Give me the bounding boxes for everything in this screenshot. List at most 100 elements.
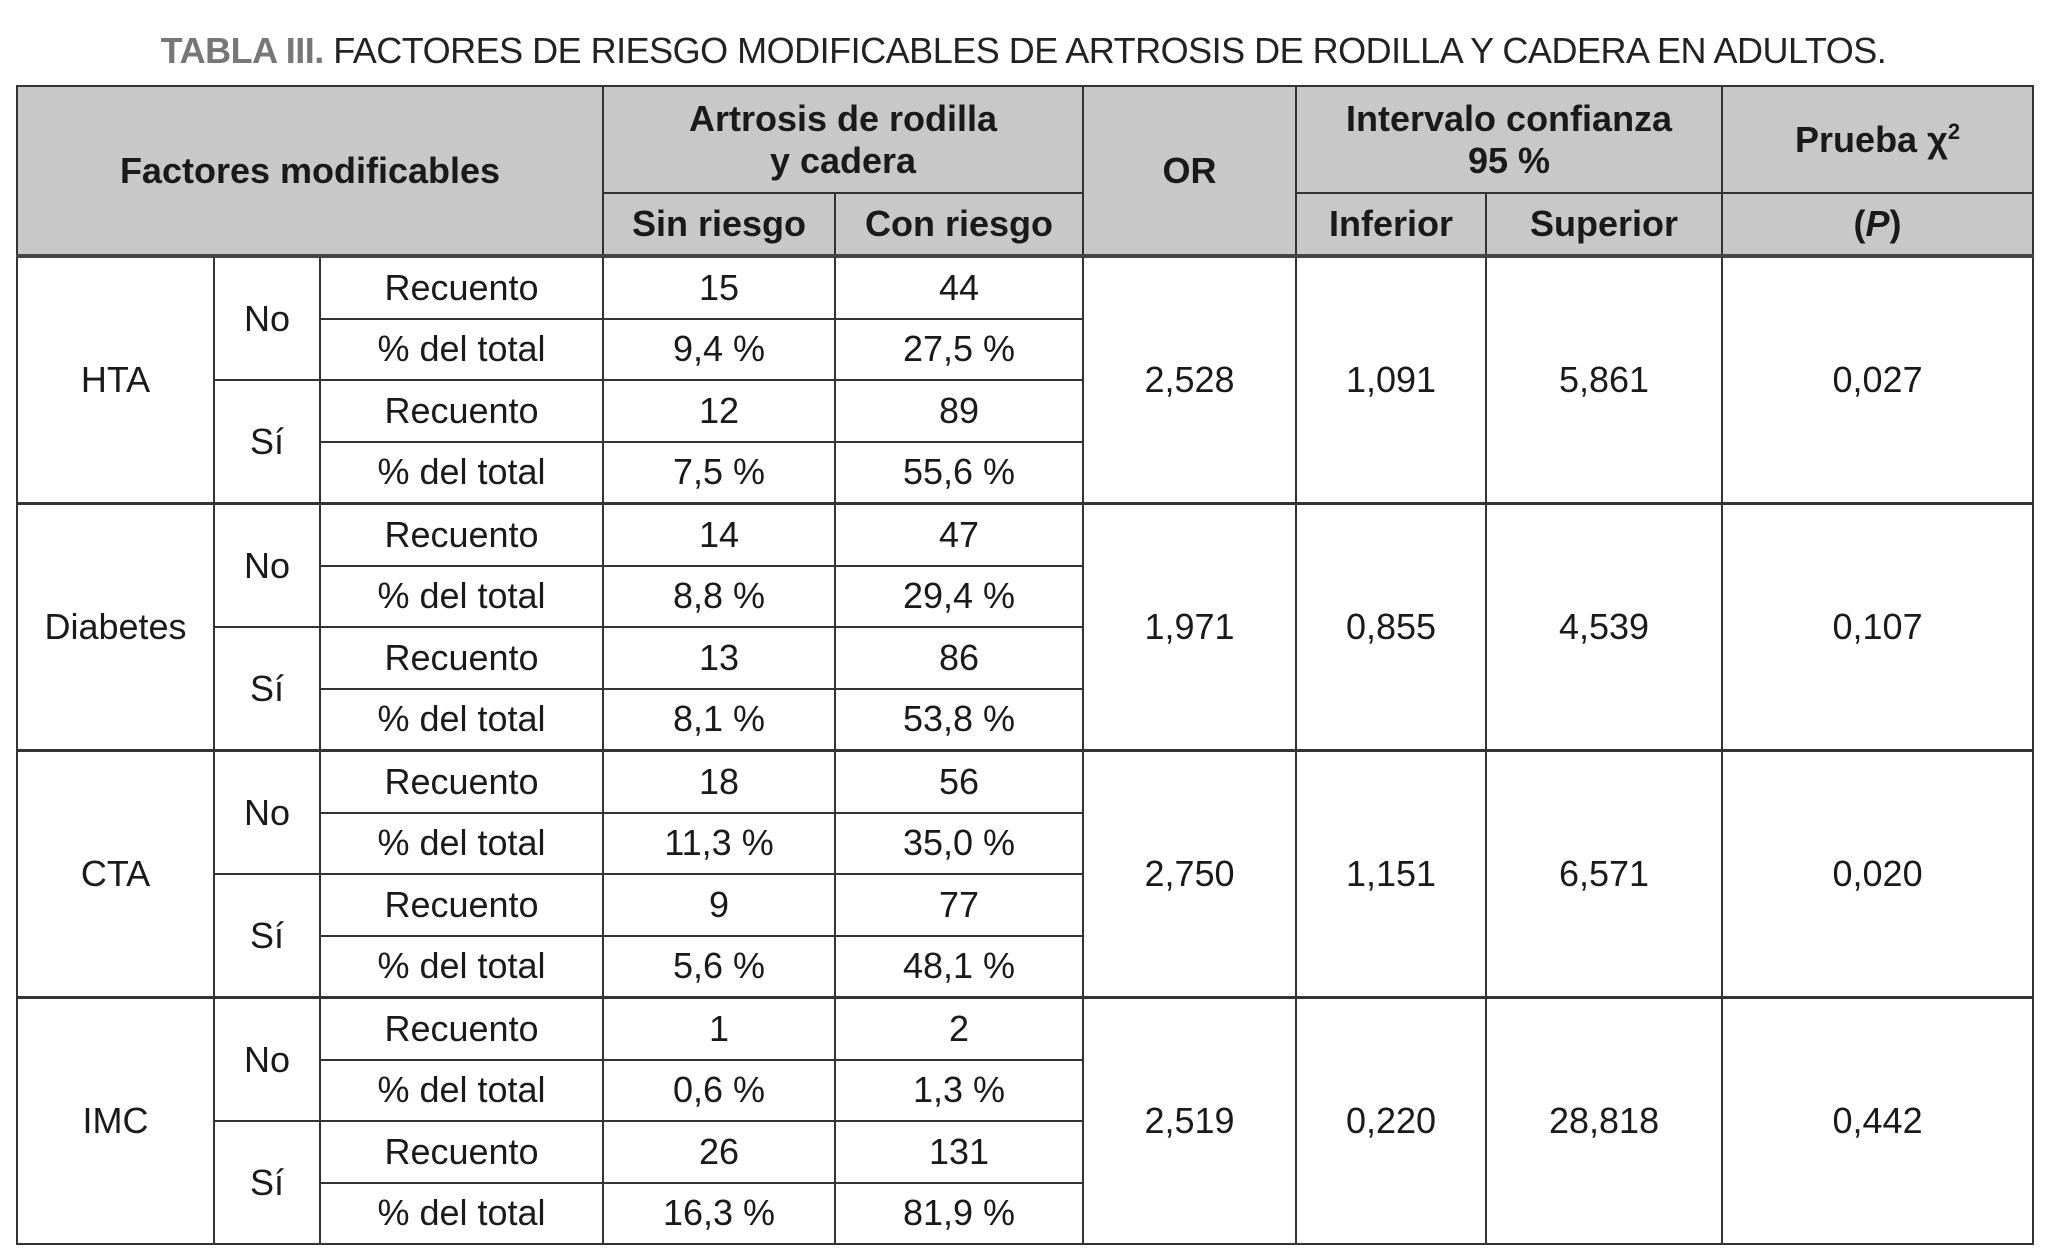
header-prueba: Prueba χ2 bbox=[1721, 85, 2035, 194]
con-riesgo-value: 89 bbox=[834, 379, 1085, 443]
recuento-label: Recuento bbox=[318, 379, 605, 443]
table-row: Sí Recuento 9 77 bbox=[17, 873, 2033, 999]
recuento-label: Recuento bbox=[318, 502, 605, 567]
sin-riesgo-value: 15 bbox=[602, 255, 837, 320]
con-riesgo-value: 48,1 % bbox=[834, 934, 1085, 999]
header-artrosis: Artrosis de rodilla y cadera bbox=[602, 85, 1085, 194]
pct-label: % del total bbox=[318, 1058, 605, 1122]
factor-level: No bbox=[213, 996, 321, 1122]
table-row: % del total 9,4 % 27,5 % bbox=[17, 317, 2033, 381]
recuento-label: Recuento bbox=[318, 749, 605, 814]
header-artrosis-line2: y cadera bbox=[769, 139, 917, 181]
table-row: HTA No Recuento 15 44 2,528 1,091 5,861 0,027 bbox=[16, 255, 2035, 505]
table-row: % del total 16,3 % 81,9 % bbox=[17, 1181, 2033, 1245]
factor-level: No bbox=[213, 749, 321, 875]
factor-level: Sí bbox=[213, 1120, 321, 1245]
con-riesgo-value: 2 bbox=[834, 996, 1085, 1061]
table-row: % del total 5,6 % 48,1 % bbox=[17, 934, 2033, 999]
p-value: 0,442 bbox=[1721, 996, 2035, 1245]
ci-inferior-value: 1,091 bbox=[1295, 255, 1488, 505]
table-row: Sí Recuento 12 89 bbox=[17, 379, 2033, 505]
factor-level: No bbox=[213, 255, 321, 381]
factor-name: HTA bbox=[16, 255, 215, 505]
header-p-open: ( bbox=[1853, 203, 1866, 244]
con-riesgo-value: 1,3 % bbox=[834, 1058, 1085, 1122]
pct-label: % del total bbox=[318, 317, 605, 381]
con-riesgo-value: 77 bbox=[834, 873, 1085, 937]
sin-riesgo-value: 12 bbox=[602, 379, 837, 443]
factor-name: CTA bbox=[16, 749, 215, 999]
header-con-riesgo: Con riesgo bbox=[834, 192, 1085, 257]
ci-superior-value: 28,818 bbox=[1485, 996, 1724, 1245]
ci-inferior-value: 1,151 bbox=[1295, 749, 1488, 999]
con-riesgo-value: 81,9 % bbox=[834, 1181, 1085, 1245]
table-row: % del total 7,5 % 55,6 % bbox=[17, 440, 2033, 505]
header-superior: Superior bbox=[1485, 192, 1724, 257]
factor-level: Sí bbox=[213, 626, 321, 752]
sin-riesgo-value: 9 bbox=[602, 873, 837, 937]
sin-riesgo-value: 8,1 % bbox=[602, 687, 837, 752]
or-value: 2,528 bbox=[1082, 255, 1298, 505]
con-riesgo-value: 29,4 % bbox=[834, 564, 1085, 628]
sin-riesgo-value: 13 bbox=[602, 626, 837, 690]
header-intervalo-line2: 95 % bbox=[1468, 139, 1551, 181]
ci-superior-value: 5,861 bbox=[1485, 255, 1724, 505]
pct-label: % del total bbox=[318, 934, 605, 999]
factor-level: No bbox=[213, 502, 321, 628]
or-value: 2,750 bbox=[1082, 749, 1298, 999]
con-riesgo-value: 44 bbox=[834, 255, 1085, 320]
sin-riesgo-value: 14 bbox=[602, 502, 837, 567]
sin-riesgo-value: 1 bbox=[602, 996, 837, 1061]
factor-group: Diabetes No Recuento 14 47 1,971 0,855 4,539 0,1… bbox=[16, 502, 2035, 752]
header-p: (P) bbox=[1721, 192, 2035, 257]
header-or: OR bbox=[1082, 85, 1298, 257]
recuento-label: Recuento bbox=[318, 255, 605, 320]
p-value: 0,107 bbox=[1721, 502, 2035, 752]
sin-riesgo-value: 18 bbox=[602, 749, 837, 814]
con-riesgo-value: 86 bbox=[834, 626, 1085, 690]
header-sin-riesgo: Sin riesgo bbox=[602, 192, 837, 257]
table-row: % del total 8,8 % 29,4 % bbox=[17, 564, 2033, 628]
header-p-close: ) bbox=[1889, 203, 1902, 244]
header-artrosis-line1: Artrosis de rodilla bbox=[688, 97, 998, 139]
factor-group: IMC No Recuento 1 2 2,519 0,220 28,818 0,442% de… bbox=[16, 996, 2035, 1245]
recuento-label: Recuento bbox=[318, 996, 605, 1061]
ci-inferior-value: 0,855 bbox=[1295, 502, 1488, 752]
recuento-label: Recuento bbox=[318, 873, 605, 937]
sin-riesgo-value: 5,6 % bbox=[602, 934, 837, 999]
factor-group: HTA No Recuento 15 44 2,528 1,091 5,861 0,027% d… bbox=[16, 255, 2035, 505]
pct-label: % del total bbox=[318, 687, 605, 752]
table-row: % del total 8,1 % 53,8 % bbox=[17, 687, 2033, 752]
table-row: IMC No Recuento 1 2 2,519 0,220 28,818 0,442 bbox=[16, 996, 2035, 1245]
pct-label: % del total bbox=[318, 811, 605, 875]
factor-name: Diabetes bbox=[16, 502, 215, 752]
header-factores: Factores modificables bbox=[15, 85, 605, 257]
sin-riesgo-value: 7,5 % bbox=[602, 440, 837, 505]
header-intervalo-line1: Intervalo confianza bbox=[1346, 97, 1673, 139]
con-riesgo-value: 56 bbox=[834, 749, 1085, 814]
table-row: CTA No Recuento 18 56 2,750 1,151 6,571 0,020 bbox=[16, 749, 2035, 999]
header-inferior: Inferior bbox=[1295, 192, 1488, 257]
con-riesgo-value: 35,0 % bbox=[834, 811, 1085, 875]
table-title: TABLA III. FACTORES DE RIESGO MODIFICABL… bbox=[0, 30, 2047, 72]
table-row: Sí Recuento 13 86 bbox=[17, 626, 2033, 752]
con-riesgo-value: 27,5 % bbox=[834, 317, 1085, 381]
con-riesgo-value: 53,8 % bbox=[834, 687, 1085, 752]
table-row: % del total 11,3 % 35,0 % bbox=[17, 811, 2033, 875]
pct-label: % del total bbox=[318, 440, 605, 505]
ci-inferior-value: 0,220 bbox=[1295, 996, 1488, 1245]
header-intervalo: Intervalo confianza 95 % bbox=[1295, 85, 1724, 194]
risk-factors-table: Factores modificables Artrosis de rodill… bbox=[15, 85, 2035, 1245]
con-riesgo-value: 55,6 % bbox=[834, 440, 1085, 505]
con-riesgo-value: 131 bbox=[834, 1120, 1085, 1184]
table-caption: FACTORES DE RIESGO MODIFICABLES DE ARTRO… bbox=[333, 30, 1887, 71]
sin-riesgo-value: 9,4 % bbox=[602, 317, 837, 381]
factor-level: Sí bbox=[213, 379, 321, 505]
recuento-label: Recuento bbox=[318, 1120, 605, 1184]
sin-riesgo-value: 0,6 % bbox=[602, 1058, 837, 1122]
sin-riesgo-value: 8,8 % bbox=[602, 564, 837, 628]
table-row: Sí Recuento 26 131 bbox=[17, 1120, 2033, 1245]
ci-superior-value: 6,571 bbox=[1485, 749, 1724, 999]
factor-name: IMC bbox=[16, 996, 215, 1245]
p-value: 0,020 bbox=[1721, 749, 2035, 999]
